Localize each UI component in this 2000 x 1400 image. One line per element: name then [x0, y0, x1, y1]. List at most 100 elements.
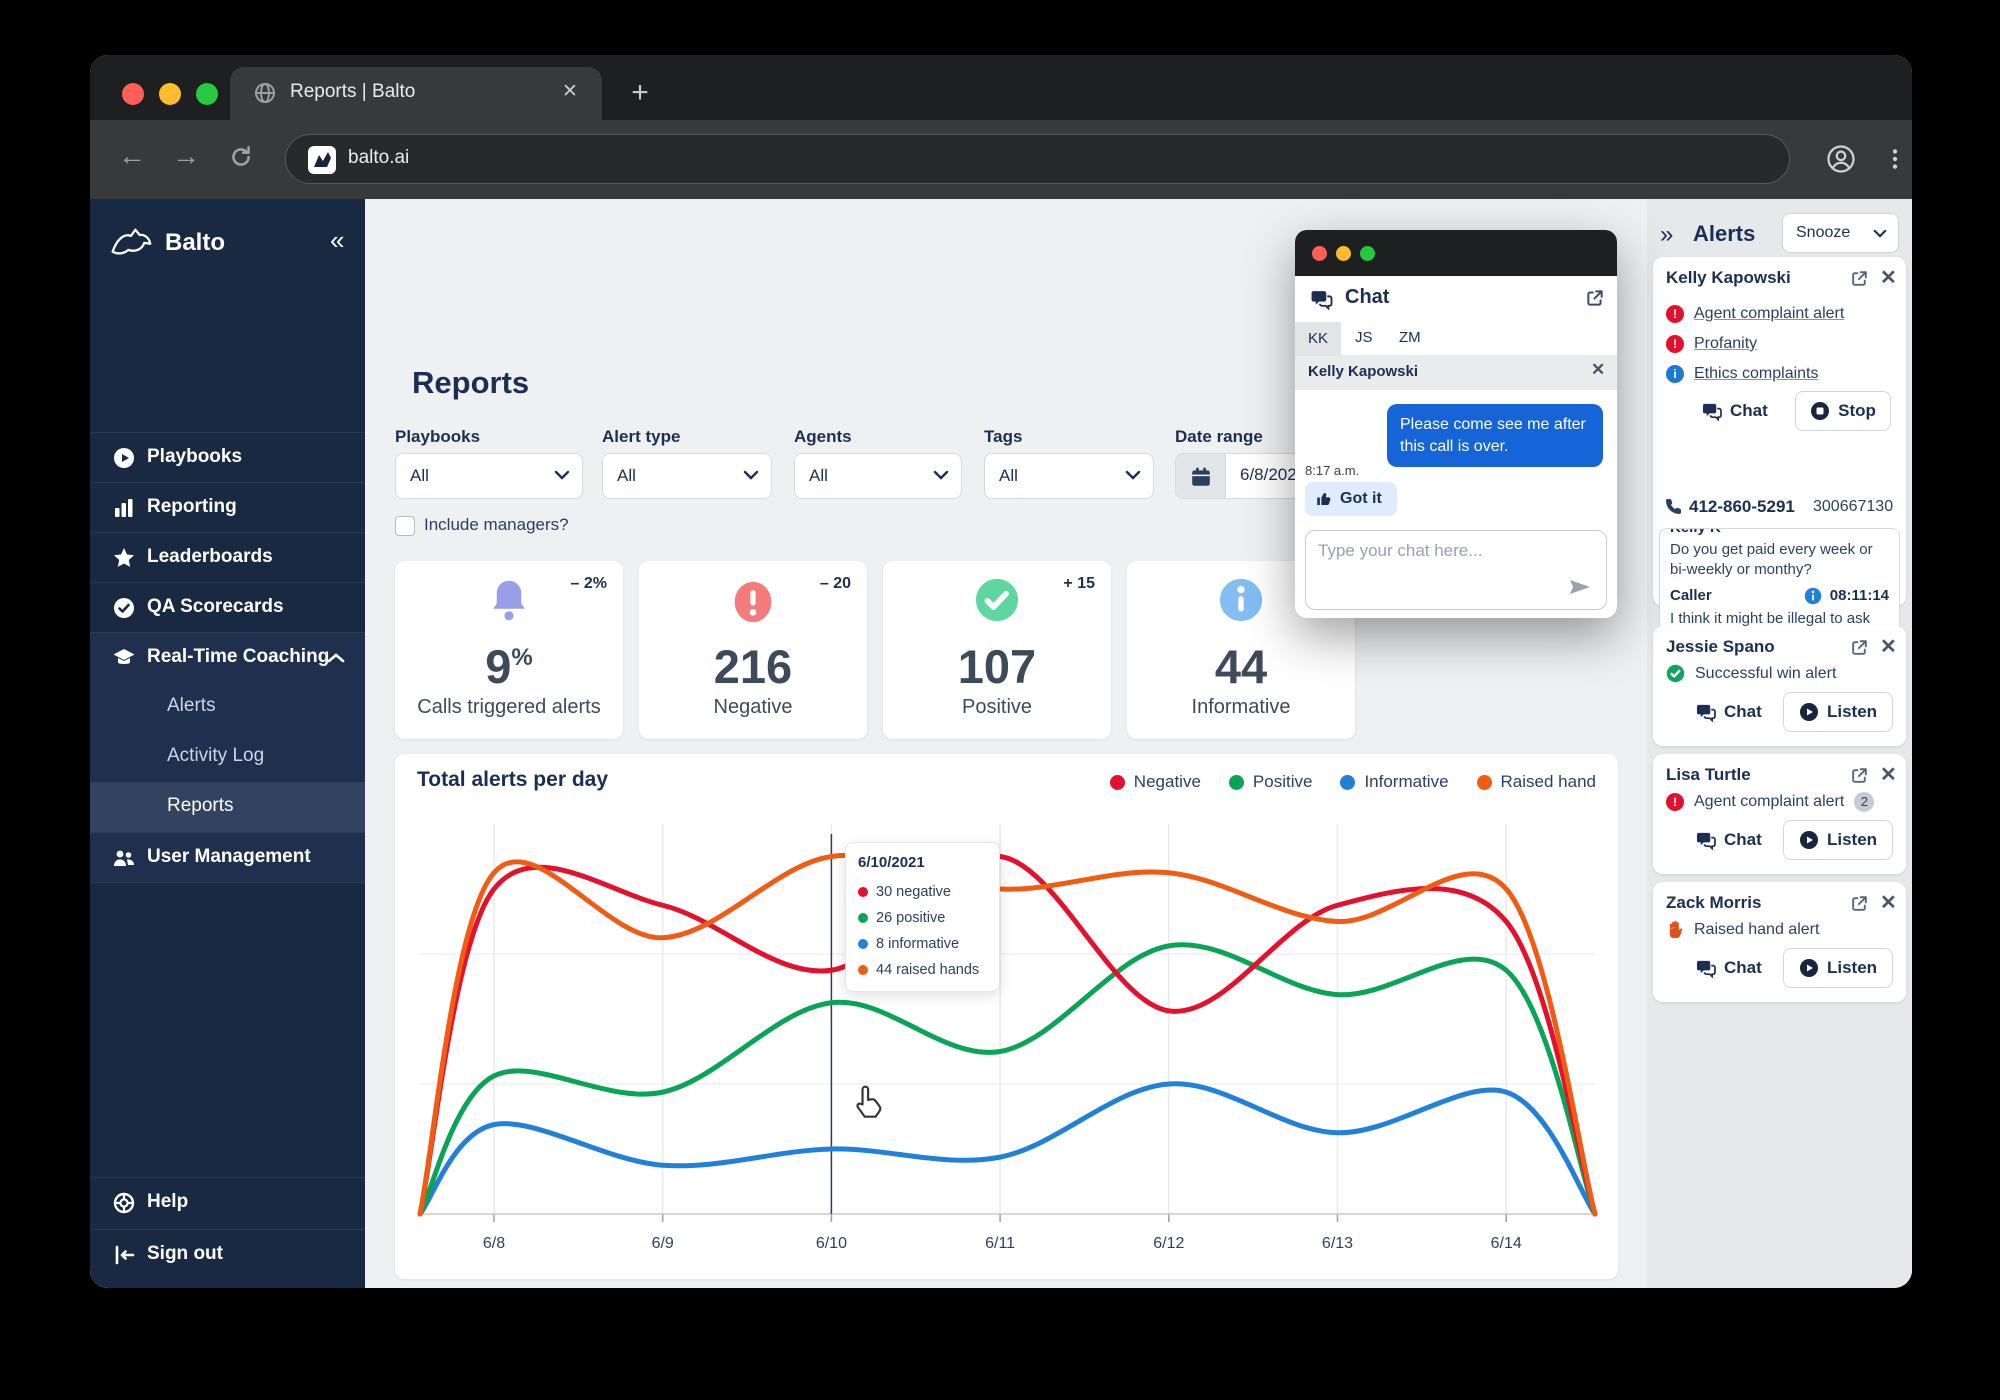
listen-button[interactable]: Listen	[1783, 692, 1893, 732]
profile-icon[interactable]	[1826, 144, 1856, 174]
calendar-button[interactable]	[1176, 454, 1226, 498]
agent-name: Lisa Turtle	[1666, 765, 1751, 784]
chat-button[interactable]: Chat	[1695, 692, 1762, 732]
agents-select[interactable]: All	[794, 453, 962, 499]
alert-link-agent-complaint[interactable]: ! Agent complaint alert	[1666, 305, 1844, 323]
raised-hand-icon	[1669, 920, 1683, 939]
legend-item-negative: Negative	[1109, 772, 1201, 792]
collapse-sidebar-icon[interactable]: «	[330, 225, 345, 255]
chat-input[interactable]: Type your chat here...	[1305, 530, 1607, 610]
back-button[interactable]: ←	[118, 140, 146, 171]
legend-dot	[1476, 774, 1492, 790]
stat-value: 44	[1214, 640, 1268, 693]
minimize-window-button[interactable]	[159, 83, 181, 105]
chat-timestamp: 8:17 a.m.	[1305, 463, 1360, 478]
conversation-name: Kelly Kapowski	[1308, 363, 1419, 380]
chat-tab-zm[interactable]: ZM	[1399, 329, 1421, 346]
chevron-down-icon	[554, 470, 570, 480]
help-buoy-icon	[113, 1192, 135, 1214]
chat-bubbles-icon	[1696, 832, 1716, 850]
chat-tab-kk[interactable]: KK	[1295, 322, 1341, 356]
legend-item-raised-hand: Raised hand	[1476, 772, 1596, 792]
stat-value: 107	[957, 640, 1037, 693]
svg-text:6/13: 6/13	[1322, 1235, 1353, 1252]
sidebar-item-reporting[interactable]: Reporting	[90, 482, 365, 532]
minimize-window-button[interactable]	[1336, 246, 1351, 261]
svg-text:6/11: 6/11	[985, 1235, 1015, 1252]
svg-text:6/9: 6/9	[652, 1235, 674, 1252]
dismiss-card-icon[interactable]: ✕	[1880, 267, 1897, 289]
close-tab-icon[interactable]: ✕	[562, 81, 578, 102]
include-managers-label: Include managers?	[424, 515, 569, 534]
chevron-down-icon	[933, 470, 949, 480]
forward-button[interactable]: →	[172, 140, 200, 171]
browser-toolbar: ← → balto.ai	[90, 120, 1912, 199]
alert-row-successful-win: Successful win alert	[1666, 664, 1836, 683]
browser-tab[interactable]: Reports | Balto ✕	[230, 67, 602, 120]
zoom-window-button[interactable]	[1360, 246, 1375, 261]
sidebar-item-reports[interactable]: Reports	[167, 795, 234, 816]
negative-alert-icon: !	[1666, 335, 1684, 353]
stat-label: Calls triggered alerts	[417, 696, 601, 718]
sidebar-item-user-management[interactable]: User Management	[90, 832, 365, 882]
close-window-button[interactable]	[122, 83, 144, 105]
sidebar-item-leaderboards[interactable]: Leaderboards	[90, 532, 365, 582]
quick-reply-button[interactable]: Got it	[1305, 482, 1397, 516]
balto-favicon	[308, 146, 336, 174]
app-body: Balto « Playbooks Reporting Leaderboards…	[90, 199, 1912, 1288]
sidebar-item-sign-out[interactable]: Sign out	[90, 1229, 365, 1279]
chat-tab-js[interactable]: JS	[1355, 329, 1373, 346]
new-tab-button[interactable]: +	[631, 76, 649, 109]
alert-link-profanity[interactable]: ! Profanity	[1666, 335, 1757, 353]
dismiss-card-icon[interactable]: ✕	[1880, 636, 1897, 658]
sidebar-item-activity-log[interactable]: Activity Log	[167, 745, 265, 766]
sidebar-item-help[interactable]: Help	[90, 1177, 365, 1227]
alert-type-select[interactable]: All	[602, 453, 772, 499]
stat-label: Positive	[961, 696, 1033, 718]
agent-name: Kelly Kapowski	[1666, 268, 1791, 287]
browser-menu-icon[interactable]	[1882, 146, 1908, 172]
sidebar-item-playbooks[interactable]: Playbooks	[90, 432, 365, 482]
zoom-window-button[interactable]	[196, 83, 218, 105]
tags-select[interactable]: All	[984, 453, 1154, 499]
stat-card-calls-triggered: – 2% 9% Calls triggered alerts	[395, 561, 623, 739]
send-icon[interactable]	[1568, 577, 1592, 597]
sidebar-expanded-group-bg	[90, 632, 365, 882]
open-external-icon[interactable]	[1850, 766, 1869, 785]
sidebar-item-real-time-coaching[interactable]: Real-Time Coaching	[90, 632, 365, 682]
chat-titlebar	[1295, 230, 1617, 276]
positive-alert-icon	[1666, 664, 1685, 683]
bar-chart-icon	[115, 499, 133, 517]
listen-button[interactable]: Listen	[1783, 820, 1893, 860]
page-title: Reports	[412, 365, 530, 400]
stat-delta: – 2%	[570, 575, 607, 592]
url-bar[interactable]: balto.ai	[285, 134, 1790, 184]
dismiss-card-icon[interactable]: ✕	[1880, 764, 1897, 786]
sidebar-item-qa-scorecards[interactable]: QA Scorecards	[90, 582, 365, 632]
open-external-icon[interactable]	[1850, 638, 1869, 657]
open-external-icon[interactable]	[1850, 894, 1869, 913]
pop-out-icon[interactable]	[1585, 288, 1605, 308]
alert-row-raised-hand: Raised hand alert	[1666, 920, 1819, 939]
stop-button[interactable]: Stop	[1795, 391, 1891, 431]
stat-card-negative: – 20 216 Negative	[639, 561, 867, 739]
collapse-panel-icon[interactable]: »	[1660, 221, 1674, 248]
line-chart[interactable]: 6/8 6/9 6/10 6/11 6/12 6/13 6/14	[395, 754, 1618, 1279]
open-external-icon[interactable]	[1850, 269, 1869, 288]
legend-item-informative: Informative	[1340, 772, 1449, 792]
listen-button[interactable]: Listen	[1783, 948, 1893, 988]
info-alert-icon: i	[1666, 365, 1684, 383]
sidebar-item-alerts[interactable]: Alerts	[167, 695, 216, 716]
close-conversation-icon[interactable]: ✕	[1591, 360, 1606, 379]
dismiss-card-icon[interactable]: ✕	[1880, 892, 1897, 914]
alert-link-ethics-complaints[interactable]: i Ethics complaints	[1666, 365, 1819, 383]
chat-message-bubble: Please come see me after this call is ov…	[1387, 404, 1603, 468]
chat-button[interactable]: Chat	[1695, 820, 1762, 860]
playbooks-select[interactable]: All	[395, 453, 583, 499]
include-managers-checkbox[interactable]	[395, 516, 415, 536]
snooze-select[interactable]: Snooze	[1782, 213, 1899, 253]
chat-button[interactable]: Chat	[1695, 948, 1762, 988]
reload-button[interactable]	[228, 144, 254, 170]
close-window-button[interactable]	[1312, 246, 1327, 261]
chat-button[interactable]: Chat	[1701, 391, 1768, 431]
